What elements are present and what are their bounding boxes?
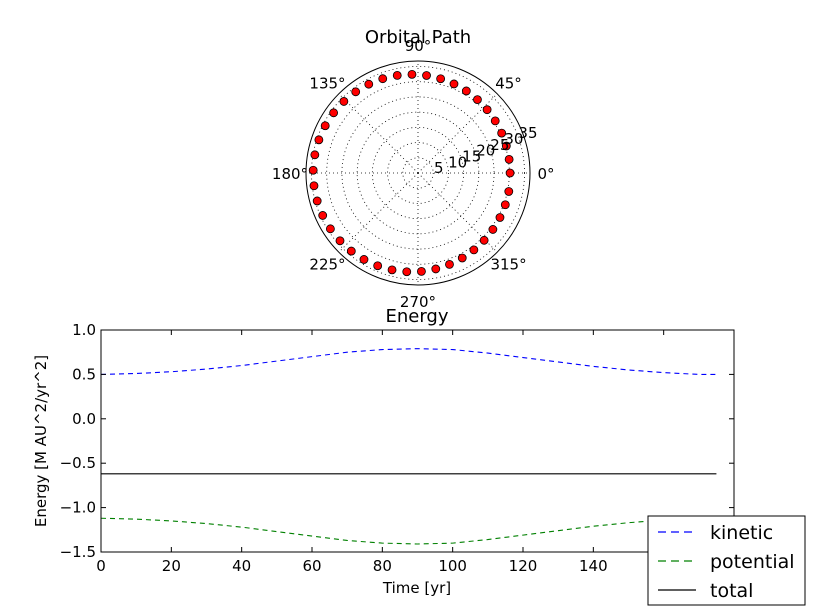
legend-kinetic-label: kinetic	[710, 522, 773, 544]
polar-points	[308, 69, 515, 277]
energy-frame	[100, 329, 735, 553]
energy-title: Energy	[385, 306, 448, 327]
orbit-point	[329, 108, 339, 118]
legend: kinetic potential total	[647, 515, 806, 606]
polar-angle-tick-label: 0°	[537, 165, 554, 183]
polar-radial-tick-label: 20	[476, 142, 495, 160]
orbit-point	[436, 74, 446, 84]
orbit-point	[325, 224, 335, 234]
series-potential-line	[100, 517, 717, 545]
orbit-point	[482, 105, 492, 115]
y-axis-label: Energy [M AU^2/yr^2]	[32, 355, 50, 527]
polar-angle-tick-label: 270°	[400, 293, 436, 311]
orbit-point	[504, 187, 514, 196]
y-tick-label: 1.0	[72, 321, 96, 339]
energy-lines	[100, 348, 717, 545]
polar-grid-spoke	[338, 93, 419, 174]
orbit-point	[473, 95, 482, 105]
legend-total-label: total	[710, 580, 753, 602]
y-tick-label: −1.5	[60, 543, 96, 561]
orbit-point	[392, 70, 402, 80]
legend-potential-label: potential	[710, 551, 795, 573]
orbit-point	[449, 79, 459, 89]
orbit-point	[504, 154, 514, 164]
orbit-point	[505, 168, 515, 178]
legend-entries: kinetic potential total	[658, 522, 795, 602]
orbit-point	[445, 260, 454, 269]
polar-grid	[306, 61, 530, 285]
polar-angle-tick-label: 180°	[272, 165, 308, 183]
orbit-point	[308, 165, 318, 175]
orbit-point	[402, 267, 412, 277]
orbit-point	[339, 97, 349, 106]
orbit-point	[359, 255, 369, 264]
orbit-point	[490, 116, 500, 126]
orbit-point	[431, 264, 441, 274]
orbit-point	[320, 121, 330, 131]
orbit-point	[417, 267, 426, 276]
x-axis-label: Time [yr]	[382, 579, 451, 597]
orbit-point	[309, 181, 319, 191]
orbit-point	[461, 86, 471, 96]
orbit-point	[351, 87, 361, 97]
orbit-point	[497, 128, 507, 138]
polar-angle-tick-label: 45°	[495, 74, 522, 92]
polar-angle-tick-label: 315°	[490, 256, 526, 274]
x-tick-label: 40	[232, 557, 251, 575]
orbit-point	[335, 236, 345, 246]
orbit-point	[346, 246, 356, 256]
x-tick-label: 140	[579, 557, 608, 575]
orbit-point	[318, 211, 328, 220]
polar-grid-spoke	[338, 172, 419, 253]
orbit-point	[495, 213, 505, 222]
polar-plot: Orbital Path 0° 45° 90° 135° 180° 225° 270° 315…	[272, 27, 555, 311]
orbit-point	[310, 150, 320, 160]
polar-angle-tick-label: 90°	[405, 37, 432, 55]
polar-angle-tick-label: 135°	[309, 74, 345, 92]
orbit-point	[479, 235, 489, 245]
series-kinetic-line	[100, 348, 717, 375]
x-tick-label: 120	[509, 557, 538, 575]
orbit-point	[314, 135, 324, 145]
polar-grid-circle	[371, 126, 465, 220]
y-tick-label: −0.5	[60, 454, 96, 472]
orbit-point	[457, 253, 467, 263]
polar-title: Orbital Path	[365, 27, 471, 48]
polar-frame	[305, 60, 531, 286]
orbit-point	[500, 200, 510, 210]
orbit-point	[312, 196, 322, 206]
x-tick-label: 0	[96, 557, 106, 575]
polar-grid-circle	[387, 142, 449, 204]
x-tick-label: 20	[162, 557, 181, 575]
orbit-point	[378, 74, 388, 84]
polar-radial-tick-label: 25	[490, 136, 509, 154]
orbit-point	[407, 69, 417, 79]
energy-ticks: 0 20 40 60 80 100 120 140 1.0 0.5 0.0 −0.5 −1.0 −1.5	[60, 321, 735, 575]
orbit-point	[387, 265, 397, 275]
orbit-point	[373, 261, 383, 271]
x-tick-label: 60	[302, 557, 321, 575]
orbit-point	[469, 245, 479, 255]
x-tick-label: 80	[373, 557, 392, 575]
polar-radial-tick-label: 15	[462, 148, 481, 166]
polar-radial-tick-label: 5	[434, 159, 444, 177]
polar-radial-tick-label: 35	[518, 124, 537, 142]
energy-plot: Energy 0 20 40 60 80 100 120 140 1.0 0.5 0.0 −0.5 −1…	[32, 306, 735, 597]
polar-grid-circle	[311, 66, 525, 280]
y-tick-label: 0.0	[72, 410, 96, 428]
x-tick-label: 100	[438, 557, 467, 575]
orbit-point	[501, 141, 511, 151]
polar-angle-tick-label: 225°	[309, 256, 345, 274]
orbit-point	[422, 71, 431, 80]
polar-angle-labels: 0° 45° 90° 135° 180° 225° 270° 315°	[272, 37, 555, 311]
orbit-point	[488, 225, 498, 234]
polar-radial-tick-label: 10	[448, 153, 467, 171]
y-tick-label: 0.5	[72, 365, 96, 383]
orbit-point	[364, 79, 374, 89]
polar-radial-tick-label: 30	[504, 130, 523, 148]
y-tick-label: −1.0	[60, 499, 96, 517]
